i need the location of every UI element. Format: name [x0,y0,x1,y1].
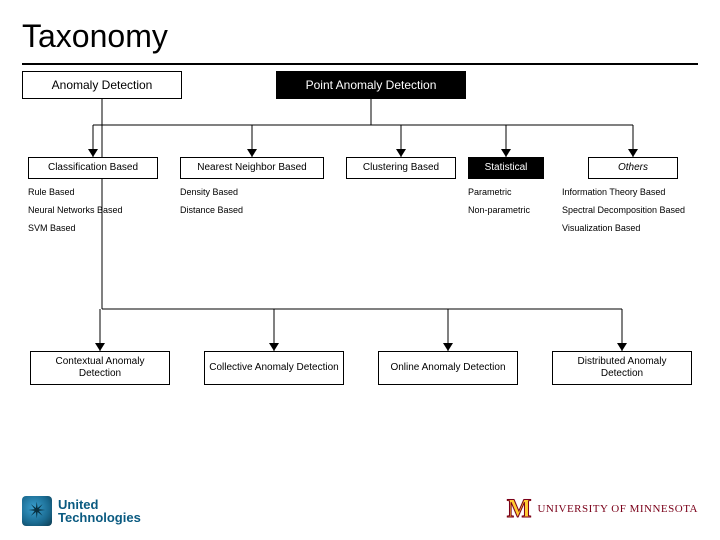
leaf-classification-1: Neural Networks Based [28,205,123,215]
gear-icon [22,496,52,526]
umn-m-icon: M [507,494,532,524]
leaf-statistical-5: Parametric [468,187,512,197]
leaf-classification-2: SVM Based [28,223,76,233]
bottom-box-1: Collective Anomaly Detection [204,351,344,385]
leaf-others-8: Spectral Decomposition Based [562,205,685,215]
umn-logo-text: UNIVERSITY OF MINNESOTA [537,503,698,515]
category-others: Others [588,157,678,179]
utc-logo-text: United Technologies [58,498,141,524]
bottom-box-0: Contextual Anomaly Detection [30,351,170,385]
utc-logo: United Technologies [22,496,141,526]
category-clustering: Clustering Based [346,157,456,179]
category-classification: Classification Based [28,157,158,179]
leaf-classification-0: Rule Based [28,187,75,197]
root-anomaly-detection: Anomaly Detection [22,71,182,99]
category-nearest: Nearest Neighbor Based [180,157,324,179]
leaf-nearest-3: Density Based [180,187,238,197]
leaf-nearest-4: Distance Based [180,205,243,215]
page-title: Taxonomy [0,0,720,55]
category-statistical: Statistical [468,157,544,179]
bottom-box-2: Online Anomaly Detection [378,351,518,385]
root-point-anomaly-detection: Point Anomaly Detection [276,71,466,99]
connector-lines [0,65,720,525]
diagram-canvas: Anomaly Detection Point Anomaly Detection… [0,65,720,525]
umn-logo: M UNIVERSITY OF MINNESOTA [507,494,698,524]
leaf-others-7: Information Theory Based [562,187,665,197]
leaf-others-9: Visualization Based [562,223,640,233]
leaf-statistical-6: Non-parametric [468,205,530,215]
bottom-box-3: Distributed Anomaly Detection [552,351,692,385]
